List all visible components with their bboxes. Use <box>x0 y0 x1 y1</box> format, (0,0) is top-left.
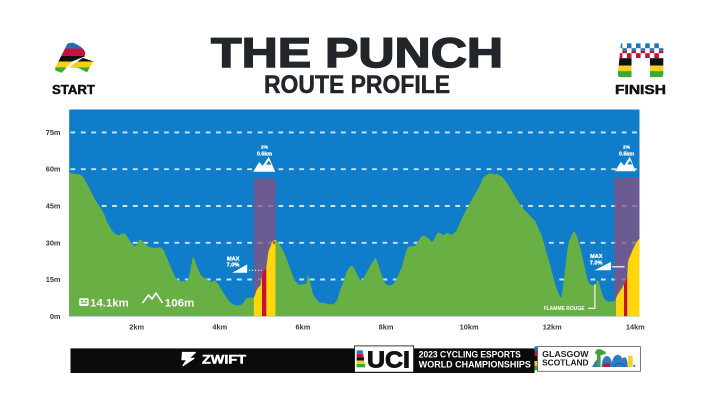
svg-text:7.0%: 7.0% <box>227 263 240 269</box>
svg-text:15m: 15m <box>46 275 61 284</box>
svg-text:MAX: MAX <box>227 256 240 262</box>
svg-text:2km: 2km <box>129 323 144 332</box>
svg-text:2%: 2% <box>623 145 631 151</box>
svg-text:30m: 30m <box>46 238 61 247</box>
svg-text:12km: 12km <box>543 323 562 332</box>
svg-text:7.0%: 7.0% <box>590 261 603 267</box>
svg-text:WORLD CHAMPIONSHIPS: WORLD CHAMPIONSHIPS <box>419 359 531 370</box>
svg-text:75m: 75m <box>46 128 61 137</box>
svg-text:0m: 0m <box>50 312 61 321</box>
svg-text:106m: 106m <box>165 297 195 309</box>
svg-text:MAX: MAX <box>590 254 603 260</box>
svg-text:ZWIFT: ZWIFT <box>202 352 247 366</box>
svg-text:8km: 8km <box>379 323 394 332</box>
svg-text:THE PUNCH: THE PUNCH <box>211 29 503 76</box>
svg-text:45m: 45m <box>46 202 61 211</box>
svg-text:6km: 6km <box>296 323 311 332</box>
svg-text:14.1km: 14.1km <box>90 297 129 309</box>
svg-text:14km: 14km <box>626 323 645 332</box>
svg-text:SCOTLAND: SCOTLAND <box>542 358 589 367</box>
svg-text:FLAMME ROUGE: FLAMME ROUGE <box>544 306 585 312</box>
svg-text:ROUTE PROFILE: ROUTE PROFILE <box>264 72 450 99</box>
svg-text:0.6km: 0.6km <box>257 152 272 158</box>
svg-text:4km: 4km <box>212 323 227 332</box>
svg-text:2023 CYCLING ESPORTS: 2023 CYCLING ESPORTS <box>419 349 521 360</box>
svg-text:UCI: UCI <box>367 347 410 373</box>
svg-text:START: START <box>52 83 95 97</box>
svg-text:0.6km: 0.6km <box>619 152 634 158</box>
svg-text:2%: 2% <box>261 145 269 151</box>
svg-text:10km: 10km <box>460 323 479 332</box>
svg-text:GLASGOW: GLASGOW <box>542 350 589 359</box>
svg-text:60m: 60m <box>46 165 61 174</box>
svg-text:FINISH: FINISH <box>615 83 666 97</box>
